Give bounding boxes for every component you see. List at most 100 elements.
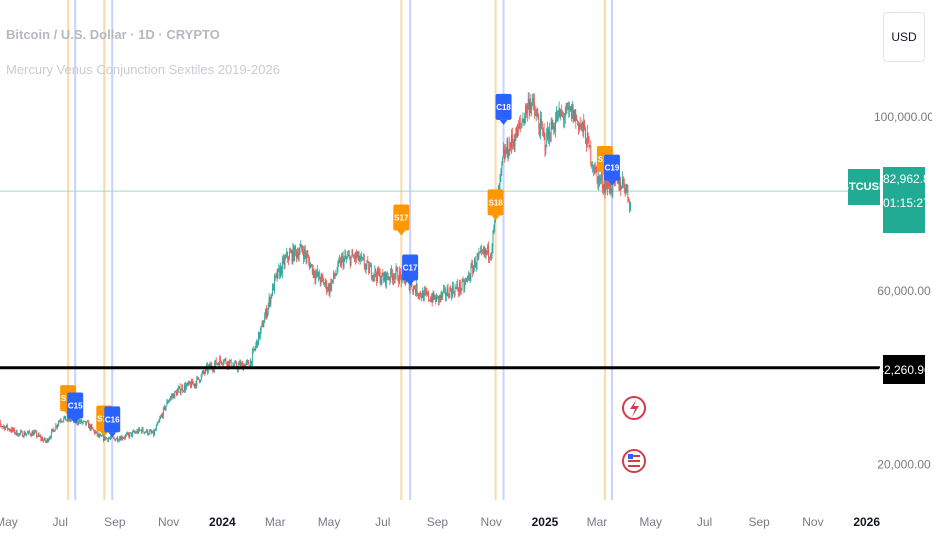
x-tick-label: Jul (375, 515, 390, 529)
candle-body (235, 362, 237, 364)
sextile-marker-s18[interactable]: S18 (487, 189, 504, 221)
marker-box (402, 254, 419, 281)
candle-body (259, 332, 260, 338)
candle-body (174, 391, 176, 399)
candle-body (461, 280, 463, 289)
candle-body (154, 430, 155, 436)
flag-canton (628, 454, 633, 459)
x-tick-label: Jul (53, 515, 68, 529)
candle-body (58, 422, 59, 425)
candle-body (559, 108, 561, 117)
candle-body (153, 430, 155, 436)
candle-body (107, 438, 109, 441)
candle-body (491, 247, 493, 256)
event-icons[interactable] (622, 396, 646, 473)
candle-body (561, 111, 563, 114)
candle-body (393, 277, 395, 280)
candle-body (448, 295, 450, 298)
candle-body (166, 401, 168, 406)
candle-body (624, 188, 626, 192)
candle-body (132, 431, 133, 436)
candle-body (226, 363, 228, 367)
candle-body (56, 425, 58, 427)
candle-body (155, 425, 157, 430)
candle-body (222, 362, 224, 364)
candle-body (22, 436, 24, 438)
candle-body (592, 165, 593, 167)
candle-body (187, 382, 189, 385)
candle-body (63, 418, 65, 422)
candle-body (536, 114, 538, 115)
candle-body (541, 124, 543, 131)
flag-stripe (628, 460, 640, 462)
candle-body (227, 361, 229, 367)
conjunction-marker-c19[interactable]: C19 (603, 154, 620, 186)
candle-body (145, 431, 147, 433)
candle-body (106, 437, 108, 439)
candle-body (508, 154, 510, 157)
candle-body (366, 260, 368, 266)
candle-body (129, 432, 131, 438)
candle-body (267, 304, 269, 312)
candle-body (139, 428, 140, 431)
candle-body (626, 185, 628, 188)
candle-body (483, 248, 485, 253)
candle-body (344, 255, 346, 259)
candle-body (152, 430, 154, 433)
indicator-title[interactable]: Mercury Venus Conjunction Sextiles 2019-… (6, 62, 280, 77)
marker-label: C16 (105, 415, 120, 424)
candle-body (515, 127, 517, 141)
candle-body (169, 397, 171, 400)
sextile-marker-s17[interactable]: S17 (393, 204, 410, 236)
conjunction-marker-c15[interactable]: C15 (67, 392, 84, 424)
candle-body (8, 428, 10, 431)
candle-body (156, 423, 158, 426)
candle-body (429, 299, 430, 301)
candle-body (625, 187, 627, 192)
candle-body (564, 114, 566, 118)
candle-body (204, 372, 206, 374)
candle-body (593, 165, 594, 170)
candle-body (123, 437, 125, 439)
candle-body (49, 437, 51, 440)
candle-body (421, 296, 422, 299)
candle-body (295, 246, 296, 251)
conjunction-marker-c17[interactable]: C17 (402, 254, 419, 286)
candle-body (214, 359, 216, 364)
candle-body (594, 166, 596, 174)
candle-body (298, 253, 300, 259)
candle-body (182, 386, 184, 391)
candle-body (36, 436, 38, 438)
marker-box (487, 189, 504, 216)
candle-body (51, 429, 53, 431)
candle-body (4, 426, 6, 430)
candle-body (194, 383, 196, 386)
candle-body (31, 431, 33, 436)
candle-body (221, 363, 223, 365)
candle-body (415, 289, 416, 294)
candle-body (439, 295, 441, 299)
candle-body (282, 258, 284, 261)
candle-body (590, 145, 592, 164)
candle-body (602, 187, 604, 190)
candle-body (142, 428, 144, 432)
candle-body (556, 113, 557, 120)
conjunction-marker-c18[interactable]: C18 (495, 93, 512, 125)
marker-box (393, 204, 410, 231)
candle-body (12, 428, 14, 431)
candle-body (157, 422, 159, 424)
candle-body (467, 276, 468, 279)
candle-body (504, 149, 505, 159)
candle-body (385, 272, 386, 285)
candle-body (186, 382, 188, 386)
conjunction-marker-c16[interactable]: C16 (104, 406, 121, 438)
candle-body (316, 270, 318, 274)
currency-button[interactable]: USD (883, 12, 925, 62)
candle-body (377, 268, 378, 281)
candle-body (103, 435, 105, 441)
candle-body (2, 426, 4, 428)
candle-body (202, 370, 204, 374)
candle-body (588, 136, 590, 148)
